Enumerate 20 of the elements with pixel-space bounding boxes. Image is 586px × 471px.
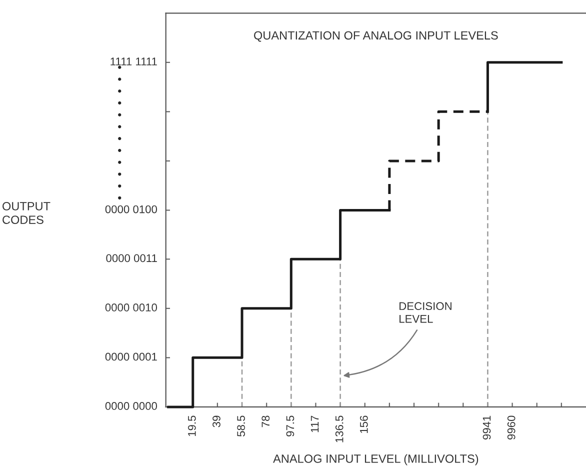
text: 0000 0011 — [106, 254, 157, 262]
x-tick-label: 39 — [212, 416, 220, 428]
text: 0000 0001 — [105, 352, 157, 361]
chart-title: QUANTIZATION OF ANALOG INPUT LEVELS — [254, 31, 498, 42]
text: OUTPUT CODES — [2, 202, 50, 224]
x-tick-label: 9941 — [482, 416, 491, 440]
text: 0000 0000 — [105, 402, 158, 410]
x-tick-label: 78 — [262, 416, 270, 428]
x-tick-label: 117 — [310, 416, 319, 432]
text: 0000 0100 — [105, 205, 158, 214]
x-tick-label: 136.5 — [335, 416, 344, 442]
text: 0000 0010 — [105, 304, 158, 312]
annotation: DECISION LEVEL — [400, 302, 452, 323]
x-tick-label: 9960 — [507, 416, 516, 440]
x-tick-label: 156 — [360, 416, 368, 433]
x-tick-label: 97.5 — [286, 416, 294, 436]
x-tick-label: 19.5 — [188, 416, 196, 436]
text: 1111 1111 — [110, 58, 157, 66]
x-tick-label: 58.5 — [237, 416, 245, 436]
x-axis-title: ANALOG INPUT LEVEL (MILLIVOLTS) — [273, 454, 478, 466]
